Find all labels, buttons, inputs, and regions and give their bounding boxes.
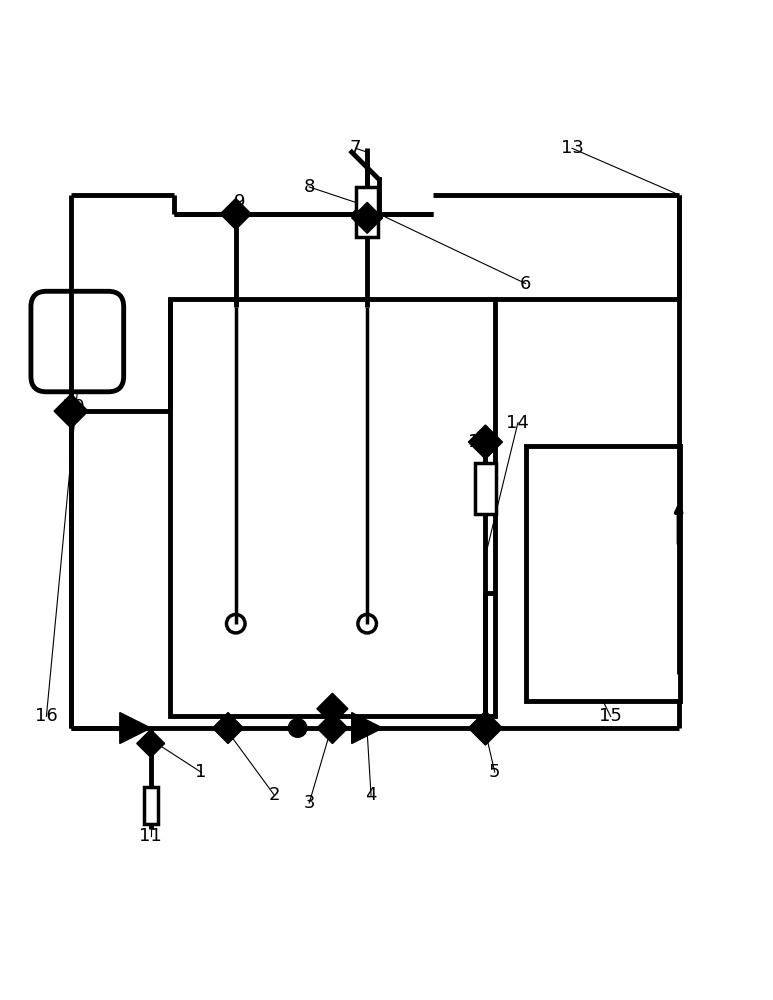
Text: 7: 7 (350, 139, 361, 157)
Polygon shape (220, 214, 251, 229)
Text: 9: 9 (234, 193, 245, 211)
Polygon shape (317, 713, 348, 728)
Text: 14: 14 (506, 414, 530, 432)
Text: 3: 3 (304, 794, 315, 812)
Polygon shape (485, 425, 502, 459)
Text: 5: 5 (489, 763, 500, 781)
Polygon shape (352, 214, 383, 229)
Polygon shape (352, 199, 383, 214)
Bar (170, 299, 495, 716)
Polygon shape (137, 743, 165, 757)
Text: 16: 16 (35, 707, 58, 725)
Bar (356, 187, 378, 237)
Text: 10: 10 (62, 398, 85, 416)
FancyBboxPatch shape (31, 291, 124, 392)
Polygon shape (228, 713, 243, 743)
Polygon shape (120, 713, 151, 743)
Bar (526, 446, 680, 701)
Text: 2: 2 (269, 786, 280, 804)
Text: 13: 13 (560, 139, 584, 157)
Text: 1: 1 (196, 763, 206, 781)
Polygon shape (352, 713, 383, 743)
Text: 6: 6 (520, 275, 531, 293)
Polygon shape (317, 709, 348, 724)
Bar (144, 787, 158, 824)
Polygon shape (317, 728, 348, 743)
Text: 4: 4 (366, 786, 376, 804)
Polygon shape (137, 730, 165, 743)
Polygon shape (352, 202, 383, 218)
Polygon shape (317, 693, 348, 709)
Circle shape (288, 719, 307, 737)
Text: 11: 11 (139, 827, 162, 845)
Polygon shape (485, 711, 502, 745)
Text: 8: 8 (304, 178, 315, 196)
Polygon shape (54, 394, 71, 428)
Polygon shape (71, 394, 88, 428)
Bar (475, 463, 496, 514)
Polygon shape (220, 199, 251, 214)
Text: 12: 12 (468, 433, 491, 451)
Polygon shape (468, 711, 485, 745)
Text: 15: 15 (599, 707, 622, 725)
Polygon shape (213, 713, 228, 743)
Polygon shape (352, 218, 383, 233)
Polygon shape (468, 425, 485, 459)
